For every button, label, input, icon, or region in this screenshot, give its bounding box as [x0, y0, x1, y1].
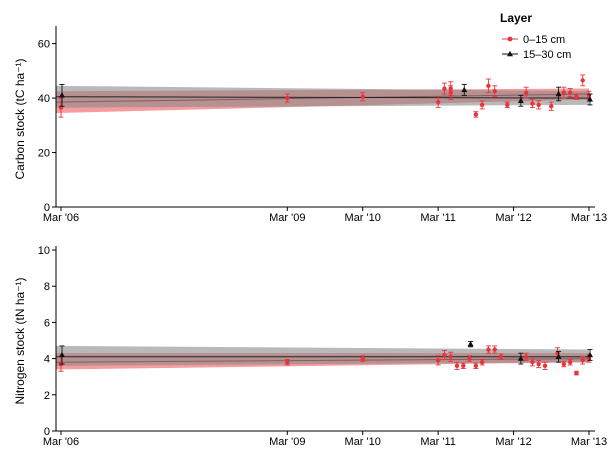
legend-marker-circle — [507, 36, 513, 42]
data-point-15-30cm — [555, 353, 562, 359]
x-tick-label: Mar '12 — [495, 436, 531, 448]
y-tick-label: 2 — [44, 390, 50, 402]
y-axis-label: Carbon stock (tC ha⁻¹) — [13, 58, 27, 179]
y-tick-label: 40 — [38, 93, 50, 105]
data-point-0-15cm — [442, 352, 447, 358]
trend-band-1 — [56, 345, 589, 366]
data-point-0-15cm — [530, 360, 535, 365]
data-point-15-30cm — [587, 351, 593, 358]
data-point-0-15cm — [285, 360, 290, 365]
x-tick-label: Mar '06 — [43, 436, 79, 448]
data-point-0-15cm — [442, 86, 447, 91]
data-point-0-15cm — [492, 347, 497, 352]
data-point-0-15cm — [536, 361, 541, 367]
data-point-0-15cm — [360, 94, 365, 99]
data-point-0-15cm — [580, 358, 585, 363]
data-point-0-15cm — [467, 356, 472, 361]
data-point-15-30cm — [467, 340, 474, 347]
data-point-0-15cm — [486, 83, 491, 89]
data-point-0-15cm — [498, 354, 504, 359]
x-tick-label: Mar '12 — [495, 212, 531, 224]
y-tick-label: 8 — [44, 281, 50, 293]
legend-label: 0–15 cm — [523, 34, 565, 46]
data-point-0-15cm — [505, 102, 510, 108]
legend-label: 15–30 cm — [523, 49, 571, 61]
data-point-15-30cm — [587, 96, 593, 102]
data-point-0-15cm — [580, 78, 585, 83]
y-tick-label: 10 — [38, 245, 50, 257]
data-point-0-15cm — [448, 90, 453, 95]
data-point-0-15cm — [448, 354, 453, 359]
legend: Layer 0–15 cm 15–30 cm — [500, 11, 571, 61]
x-tick-label: Mar '06 — [43, 212, 79, 224]
x-tick-label: Mar '11 — [420, 212, 456, 224]
data-point-0-15cm — [530, 101, 535, 106]
data-point-15-30cm — [59, 351, 65, 358]
nitrogen-stock-panel: 0 2 4 6 8 10 Mar '06 Mar '09 Mar '10 Mar '11 Mar '… — [13, 245, 607, 448]
x-tick-label: Mar '10 — [345, 212, 381, 224]
data-point-0-15cm — [486, 347, 491, 352]
y-axis-label: Nitrogen stock (tN ha⁻¹) — [13, 277, 27, 404]
data-point-0-15cm — [435, 358, 441, 363]
carbon-stock-panel: 0 20 40 60 Mar '06 Mar '09 Mar '10 Mar '11 Mar '… — [13, 26, 607, 224]
y-tick-label: 4 — [44, 354, 50, 366]
data-point-15-30cm — [517, 97, 524, 103]
legend-marker-triangle — [507, 50, 513, 57]
y-tick-label: 6 — [44, 317, 50, 329]
legend-title: Layer — [500, 11, 532, 25]
data-point-15-30cm — [555, 90, 562, 97]
data-point-0-15cm — [473, 112, 479, 117]
data-point-0-15cm — [285, 95, 290, 101]
data-point-0-15cm — [561, 361, 567, 367]
data-point-0-15cm — [461, 363, 466, 369]
data-point-0-15cm — [492, 89, 497, 94]
y-tick-label: 20 — [38, 148, 50, 160]
data-point-0-15cm — [523, 354, 529, 359]
data-point-15-30cm — [461, 86, 468, 93]
data-point-15-30cm — [59, 92, 65, 98]
data-point-0-15cm — [360, 356, 365, 361]
data-point-0-15cm — [479, 102, 485, 108]
data-point-0-15cm — [473, 363, 479, 369]
data-point-0-15cm — [435, 99, 441, 105]
data-point-0-15cm — [542, 363, 548, 369]
data-point-0-15cm — [574, 370, 579, 376]
y-tick-label: 0 — [44, 202, 50, 214]
data-point-0-15cm — [561, 90, 567, 95]
data-point-0-15cm — [567, 90, 573, 95]
x-tick-label: Mar '11 — [420, 436, 456, 448]
trend-line-1 — [55, 96, 590, 99]
x-tick-label: Mar '13 — [571, 436, 607, 448]
y-tick-label: 0 — [44, 426, 50, 438]
x-tick-label: Mar '13 — [571, 212, 607, 224]
data-point-0-15cm — [574, 94, 579, 99]
x-tick-label: Mar '09 — [269, 212, 305, 224]
data-point-0-15cm — [536, 102, 541, 108]
trend-band-1 — [56, 85, 589, 108]
x-tick-label: Mar '09 — [269, 436, 305, 448]
y-tick-label: 60 — [38, 39, 50, 51]
data-point-15-30cm — [517, 355, 524, 361]
data-point-0-15cm — [523, 90, 529, 95]
x-tick-label: Mar '10 — [345, 436, 381, 448]
data-point-0-15cm — [549, 104, 554, 109]
data-point-0-15cm — [479, 360, 485, 365]
data-point-0-15cm — [454, 363, 460, 369]
data-point-0-15cm — [567, 360, 573, 365]
